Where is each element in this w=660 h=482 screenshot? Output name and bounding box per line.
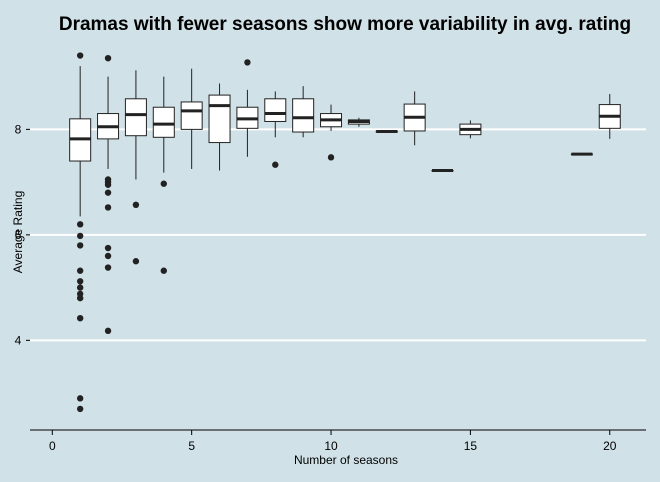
outlier-point-0	[272, 161, 279, 168]
outlier-point-0	[132, 201, 140, 209]
box-group-seasons-10	[320, 104, 343, 161]
x-tick-label-15: 15	[464, 439, 478, 453]
box-group-seasons-13	[403, 91, 426, 146]
outlier-point-0	[327, 154, 335, 161]
y-tick-label-4: 4	[15, 333, 22, 347]
box-group-seasons-14	[431, 169, 454, 173]
outlier-point-1	[76, 221, 84, 228]
outlier-point-9	[104, 327, 112, 335]
box-group-seasons-9	[292, 86, 315, 138]
iqr-box	[264, 98, 287, 122]
outlier-point-5	[76, 278, 84, 285]
iqr-box	[124, 98, 147, 137]
outlier-point-1	[160, 267, 167, 274]
y-axis-label: Average Rating	[11, 191, 25, 274]
x-tick-label-0: 0	[49, 439, 56, 453]
boxes	[69, 52, 621, 413]
box-group-seasons-6	[208, 83, 231, 171]
iqr-box	[180, 101, 203, 130]
outlier-point-7	[104, 252, 112, 260]
chart-title: Dramas with fewer seasons show more vari…	[59, 14, 631, 35]
iqr-box	[152, 106, 175, 138]
outlier-point-0	[244, 59, 251, 66]
outlier-point-0	[160, 180, 167, 187]
iqr-box	[208, 94, 231, 144]
x-axis-label: Number of seasons	[294, 453, 398, 467]
outlier-point-9	[76, 314, 84, 322]
outlier-point-10	[76, 395, 84, 402]
outlier-point-3	[104, 181, 112, 188]
outlier-point-4	[104, 189, 112, 196]
outlier-point-8	[76, 294, 84, 302]
box-group-seasons-5	[180, 68, 203, 169]
box-group-seasons-19	[570, 152, 593, 156]
outlier-point-0	[104, 54, 112, 62]
box-group-seasons-11	[347, 117, 370, 127]
outlier-point-8	[104, 264, 112, 271]
box-group-seasons-15	[459, 120, 482, 139]
box-group-seasons-12	[375, 129, 398, 133]
outlier-point-2	[76, 232, 84, 240]
box-group-seasons-4	[152, 76, 175, 274]
outlier-point-0	[76, 52, 84, 59]
box-group-seasons-1	[69, 52, 92, 413]
x-tick-label-10: 10	[324, 439, 338, 453]
y-tick-label-6: 6	[15, 228, 22, 242]
x-tick-label-20: 20	[603, 439, 617, 453]
outlier-point-4	[76, 267, 84, 274]
box-group-seasons-20	[598, 94, 621, 139]
outlier-point-6	[104, 244, 112, 252]
outlier-point-6	[76, 284, 84, 291]
box-group-seasons-8	[264, 91, 287, 168]
y-tick-label-8: 8	[15, 122, 22, 136]
grid-lines	[30, 128, 646, 342]
outlier-point-11	[76, 405, 84, 413]
box-group-seasons-7	[236, 59, 259, 157]
outlier-point-1	[132, 258, 140, 265]
box-group-seasons-2	[97, 54, 120, 335]
axes: 4 6 8 0 5 10 15 20	[15, 122, 646, 453]
outlier-point-5	[104, 204, 112, 211]
outlier-point-3	[76, 242, 84, 249]
box-group-seasons-3	[124, 70, 147, 265]
x-tick-label-5: 5	[188, 439, 195, 453]
iqr-box	[292, 98, 315, 133]
